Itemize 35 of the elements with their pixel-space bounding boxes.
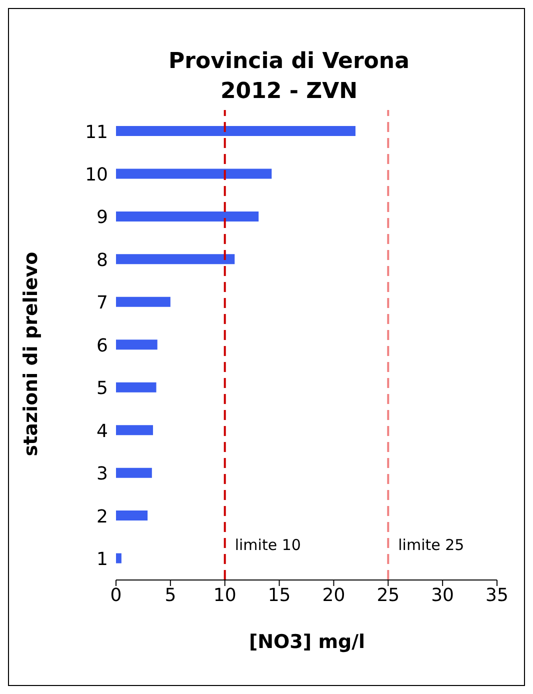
x-axis-title: [NO3] mg/l <box>248 631 366 653</box>
x-tick-label: 15 <box>268 584 291 606</box>
y-tick-label: 4 <box>96 420 108 442</box>
bar <box>116 425 154 436</box>
x-tick-label: 10 <box>213 584 236 606</box>
x-tick-label: 25 <box>376 584 400 606</box>
bar <box>116 296 170 307</box>
ref-line-label: limite 10 <box>234 536 301 554</box>
y-tick-label: 6 <box>96 335 108 356</box>
bar <box>116 168 272 179</box>
x-tick-label: 35 <box>486 584 508 606</box>
x-tick-label: 5 <box>164 584 176 606</box>
y-tick-label: 2 <box>96 506 108 528</box>
bar <box>116 553 122 564</box>
y-tick-label: 10 <box>85 164 108 186</box>
bar <box>116 468 152 478</box>
y-tick-label: 7 <box>96 292 108 314</box>
y-axis-title: stazioni di prelievo <box>20 252 42 456</box>
chart-title: Provincia di Verona 2012 - ZVN <box>168 48 410 106</box>
bar <box>116 126 356 136</box>
ref-line-label: limite 25 <box>398 536 464 554</box>
bar <box>116 382 156 392</box>
y-tick-label: 11 <box>85 122 108 143</box>
bar <box>116 340 158 350</box>
bar <box>116 211 259 222</box>
x-tick-label: 30 <box>431 584 454 606</box>
bar <box>116 510 148 521</box>
y-tick-label: 8 <box>96 250 108 271</box>
y-tick-label: 5 <box>96 378 108 400</box>
x-tick-label: 20 <box>322 584 346 606</box>
y-tick-label: 3 <box>96 464 108 485</box>
bar <box>116 254 235 264</box>
y-tick-label: 9 <box>96 207 108 228</box>
x-tick-label: 0 <box>110 584 122 606</box>
y-tick-label: 1 <box>96 549 108 570</box>
